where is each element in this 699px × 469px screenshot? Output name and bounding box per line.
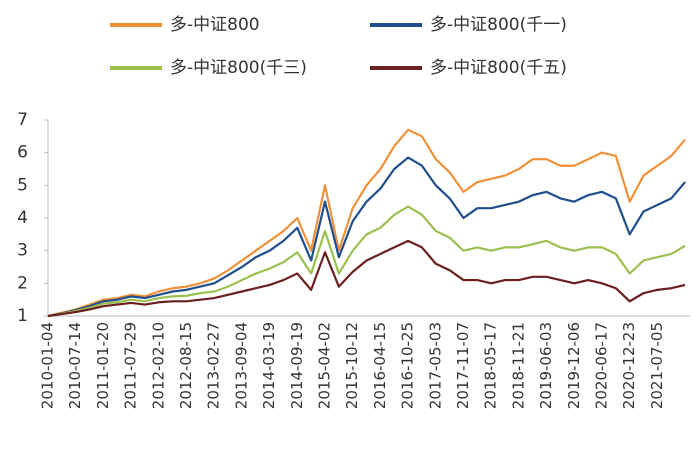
series-line [47, 156, 686, 318]
y-tick-label: 3 [17, 241, 28, 261]
x-tick-label: 2018-11-21 [509, 322, 527, 409]
x-tick-label: 2019-12-06 [565, 322, 583, 409]
y-tick-label: 4 [17, 208, 28, 228]
series-line [47, 128, 686, 318]
x-tick-label: 2016-04-15 [371, 322, 389, 409]
x-tick-label: 2010-07-14 [66, 322, 84, 409]
x-tick-label: 2012-02-10 [149, 322, 167, 409]
series-line [47, 239, 686, 318]
x-tick-label: 2011-07-29 [122, 322, 140, 409]
y-tick-label: 1 [17, 306, 28, 326]
x-tick-label: 2021-07-05 [648, 322, 666, 409]
x-tick-label: 2015-10-12 [343, 322, 361, 409]
x-tick-label: 2019-06-03 [537, 322, 555, 409]
y-tick-label: 7 [17, 110, 28, 130]
x-tick-label: 2018-05-17 [482, 322, 500, 409]
legend-label: 多-中证800(千三) [170, 58, 307, 78]
x-tick-label: 2013-02-27 [205, 322, 223, 409]
series-line [47, 205, 686, 318]
x-tick-label: 2010-01-04 [39, 322, 57, 409]
y-tick-label: 2 [17, 273, 28, 293]
x-tick-label: 2012-08-15 [177, 322, 195, 409]
x-tick-label: 2016-10-25 [399, 322, 417, 409]
x-tick-label: 2013-09-04 [232, 322, 250, 409]
x-tick-label: 2017-05-03 [426, 322, 444, 409]
legend-label: 多-中证800(千一) [430, 15, 567, 35]
x-tick-label: 2014-09-19 [288, 322, 306, 409]
x-tick-label: 2014-03-19 [260, 322, 278, 409]
legend-label: 多-中证800 [170, 15, 260, 35]
y-tick-label: 6 [17, 143, 28, 163]
y-tick-label: 5 [17, 175, 28, 195]
x-tick-label: 2020-12-23 [620, 322, 638, 409]
x-tick-label: 2015-04-02 [316, 322, 334, 409]
legend-label: 多-中证800(千五) [430, 58, 567, 78]
x-tick-label: 2017-11-07 [454, 322, 472, 409]
x-tick-label: 2020-06-17 [593, 322, 611, 409]
x-tick-label: 2011-01-20 [94, 322, 112, 409]
